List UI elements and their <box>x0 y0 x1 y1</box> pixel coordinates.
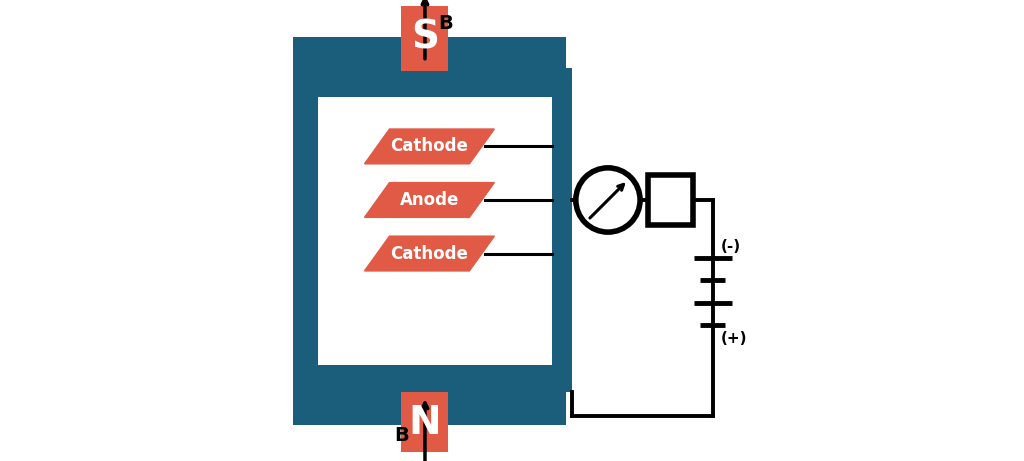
Text: Anode: Anode <box>399 191 459 209</box>
Bar <box>648 176 693 225</box>
Polygon shape <box>365 183 495 218</box>
Bar <box>293 37 565 71</box>
Text: S: S <box>411 18 439 56</box>
Bar <box>317 365 570 392</box>
Text: B: B <box>438 14 453 33</box>
Bar <box>293 392 565 426</box>
Bar <box>648 176 693 225</box>
Bar <box>552 68 572 392</box>
Text: Cathode: Cathode <box>390 244 468 262</box>
Text: (-): (-) <box>721 239 741 254</box>
Text: N: N <box>409 404 441 442</box>
Text: (+): (+) <box>721 331 748 346</box>
Bar <box>401 392 449 452</box>
Polygon shape <box>365 129 495 164</box>
Bar <box>401 6 449 71</box>
Bar <box>293 64 317 399</box>
Text: B: B <box>394 426 410 445</box>
Polygon shape <box>365 236 495 271</box>
Text: Cathode: Cathode <box>390 137 468 155</box>
Bar <box>317 71 570 97</box>
